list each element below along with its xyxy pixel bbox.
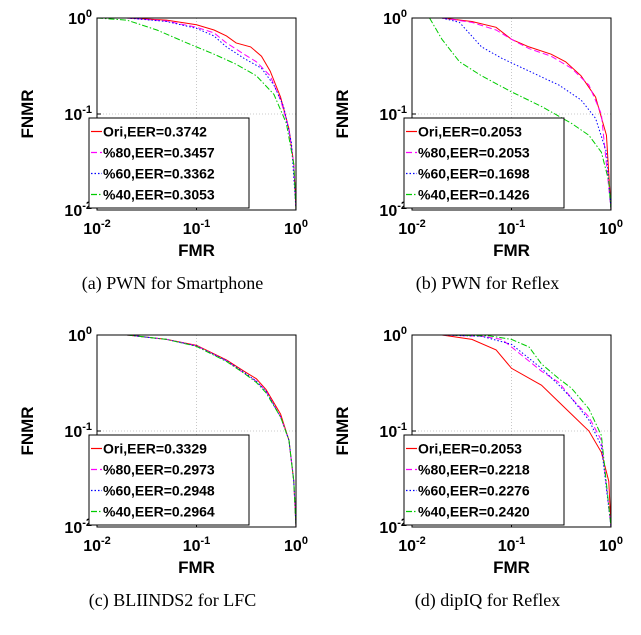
chart: 10-2 10-1 100 10-2 10-1 100 Ori,EER=0.3329 %80,… <box>18 325 308 611</box>
plot-frame <box>411 17 612 211</box>
caption: (a) PWN for Smartphone <box>82 273 263 294</box>
legend-box <box>403 117 565 209</box>
legend-label: %60,EER=0.3362 <box>103 166 215 182</box>
x-axis-label: FMR <box>493 241 530 260</box>
legend-label: Ori,EER=0.2053 <box>418 441 522 457</box>
legend-label: Ori,EER=0.2053 <box>418 124 522 140</box>
legend-label: %40,EER=0.2964 <box>103 504 215 520</box>
y-tick-label: 10-2 <box>64 200 92 220</box>
plot-frame <box>411 334 612 528</box>
plot-frame <box>96 17 297 211</box>
legend-label: %80,EER=0.2218 <box>418 462 530 478</box>
chart: 10-2 10-1 100 10-2 10-1 100 Ori,EER=0.2053 %80,… <box>333 325 623 611</box>
legend-label: %80,EER=0.3457 <box>103 145 215 161</box>
x-tick-label: 10-2 <box>398 218 426 238</box>
series-line <box>441 334 612 528</box>
x-tick-label: 10-2 <box>83 218 111 238</box>
legend-box <box>88 117 250 209</box>
y-axis-label: FNMR <box>18 406 37 455</box>
legend-label: %80,EER=0.2973 <box>103 462 215 478</box>
y-tick-label: 10-2 <box>379 517 407 537</box>
legend-label: %60,EER=0.1698 <box>418 166 530 182</box>
series-line <box>441 334 612 528</box>
x-axis-label: FMR <box>178 558 215 577</box>
x-tick-label: 100 <box>284 218 308 238</box>
legend-label: %40,EER=0.2420 <box>418 504 530 520</box>
legend-label: Ori,EER=0.3329 <box>103 441 207 457</box>
x-tick-label: 10-2 <box>398 535 426 555</box>
x-tick-label: 100 <box>284 535 308 555</box>
y-tick-label: 100 <box>68 8 92 28</box>
legend-label: Ori,EER=0.3742 <box>103 124 207 140</box>
caption: (c) BLIINDS2 for LFC <box>89 590 256 611</box>
plot-frame <box>96 334 297 528</box>
y-axis-label: FNMR <box>333 89 352 138</box>
legend-box <box>403 434 565 526</box>
legend-label: %60,EER=0.2948 <box>103 483 215 499</box>
y-tick-label: 10-1 <box>64 421 92 441</box>
legend-label: %40,EER=0.1426 <box>418 187 530 203</box>
x-tick-label: 100 <box>599 218 623 238</box>
x-tick-label: 10-1 <box>498 535 526 555</box>
y-tick-label: 10-1 <box>64 104 92 124</box>
x-tick-label: 10-2 <box>83 535 111 555</box>
x-axis-label: FMR <box>178 241 215 260</box>
series-line <box>429 17 612 211</box>
chart: 10-2 10-1 100 10-2 10-1 100 Ori,EER=0.2053 %80,… <box>333 8 623 294</box>
chart: 10-2 10-1 100 10-2 10-1 100 Ori,EER=0.3742 %80,… <box>18 8 308 294</box>
x-tick-label: 10-1 <box>498 218 526 238</box>
y-tick-label: 100 <box>383 8 407 28</box>
legend-label: %60,EER=0.2276 <box>418 483 530 499</box>
caption: (d) dipIQ for Reflex <box>415 590 560 611</box>
legend-label: %80,EER=0.2053 <box>418 145 530 161</box>
y-axis-label: FNMR <box>333 406 352 455</box>
series-line <box>126 334 297 528</box>
series-line <box>441 17 612 211</box>
x-tick-label: 10-1 <box>183 535 211 555</box>
series-line <box>441 334 612 528</box>
legend-box <box>88 434 250 526</box>
y-tick-label: 10-1 <box>379 421 407 441</box>
series-line <box>126 17 297 211</box>
series-line <box>96 17 297 211</box>
y-tick-label: 100 <box>68 325 92 345</box>
x-tick-label: 100 <box>599 535 623 555</box>
series-line <box>126 17 297 211</box>
y-tick-label: 10-1 <box>379 104 407 124</box>
y-tick-label: 10-2 <box>379 200 407 220</box>
caption: (b) PWN for Reflex <box>416 273 559 294</box>
legend-label: %40,EER=0.3053 <box>103 187 215 203</box>
y-axis-label: FNMR <box>18 89 37 138</box>
x-tick-label: 10-1 <box>183 218 211 238</box>
x-axis-label: FMR <box>493 558 530 577</box>
y-tick-label: 100 <box>383 325 407 345</box>
y-tick-label: 10-2 <box>64 517 92 537</box>
